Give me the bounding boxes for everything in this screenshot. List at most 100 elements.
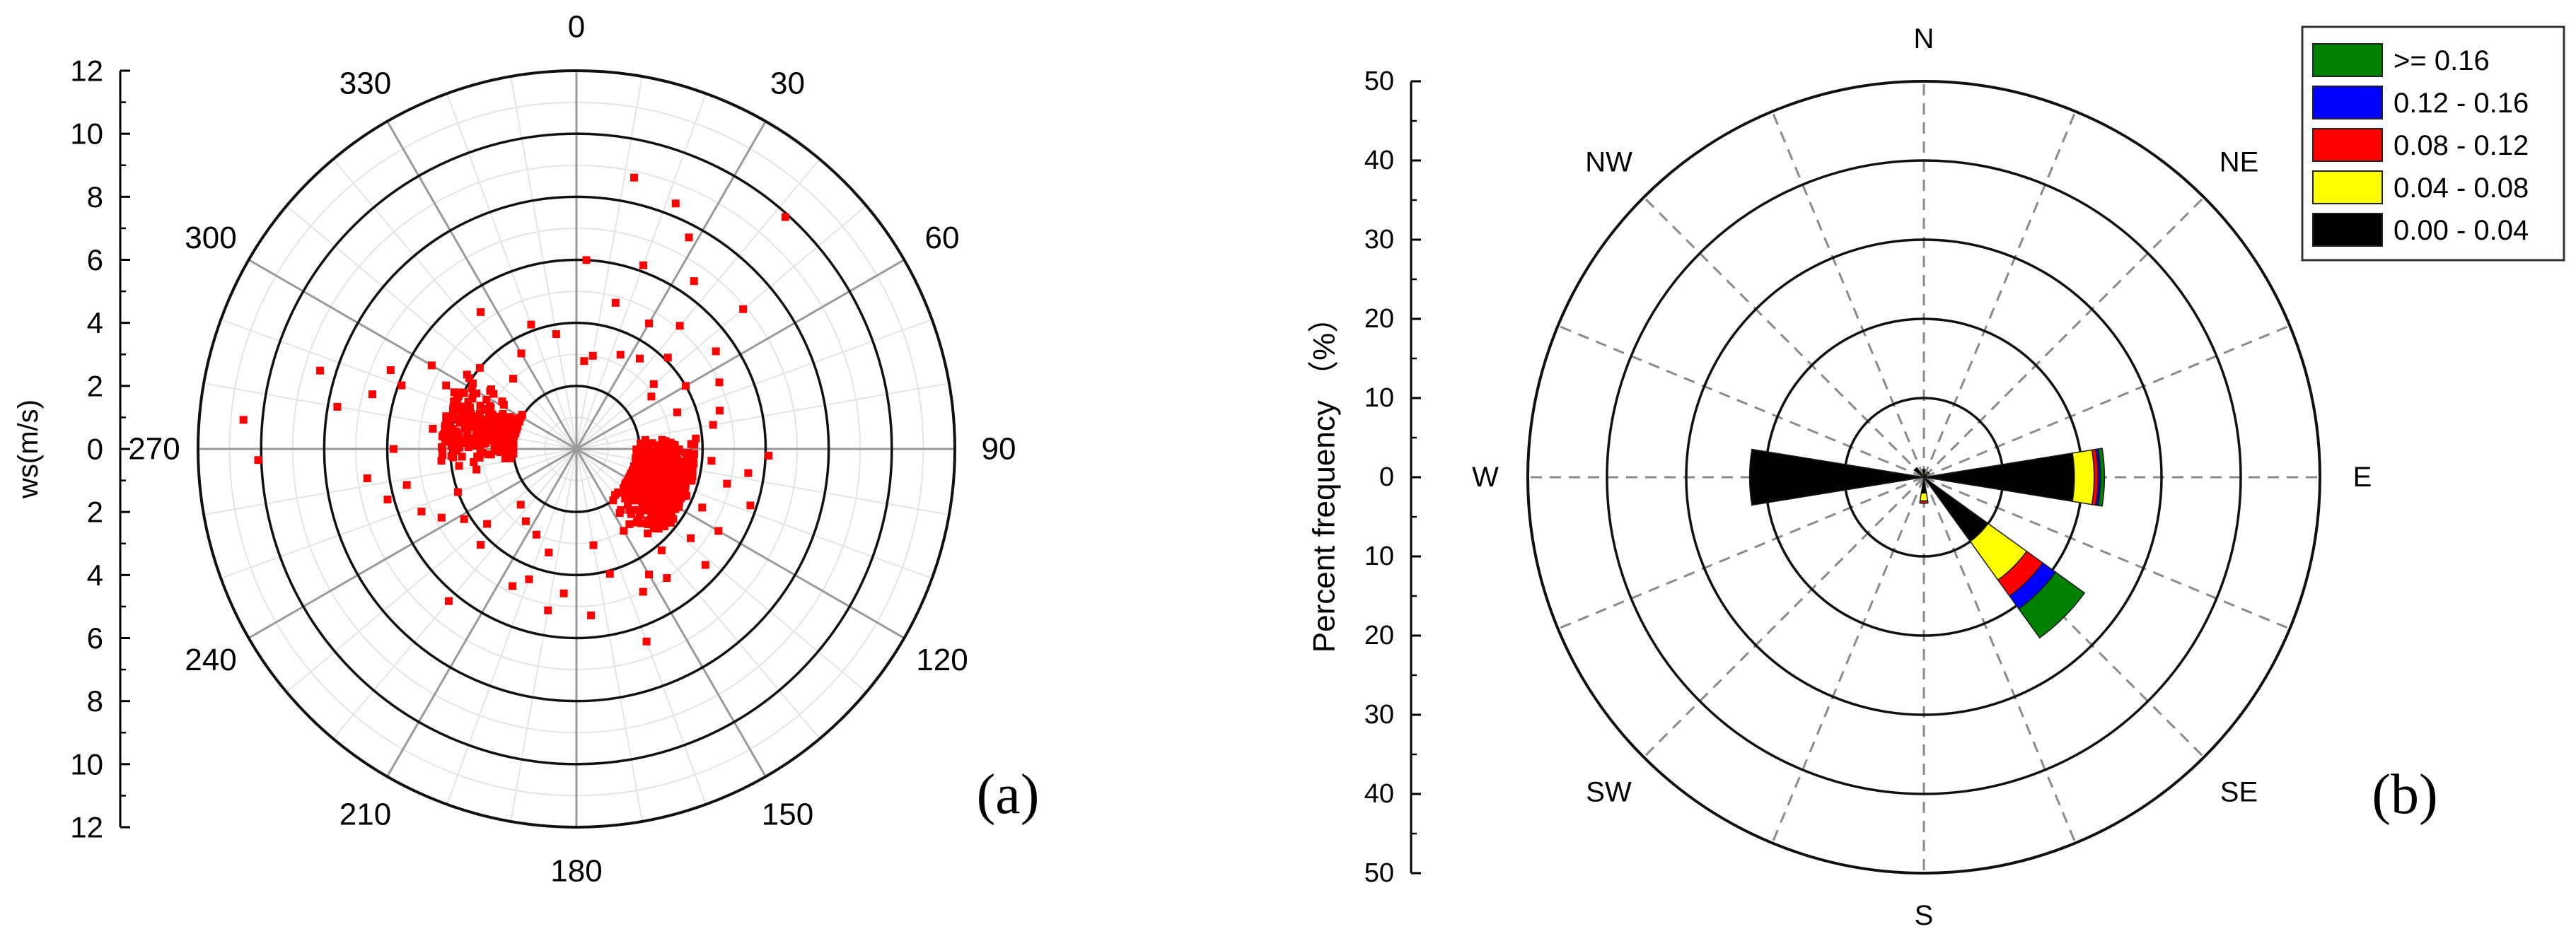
scatter-point	[648, 474, 656, 483]
percent-tick-label: 30	[1364, 225, 1394, 255]
legend-label: >= 0.16	[2394, 45, 2490, 76]
scatter-point	[649, 380, 658, 388]
percent-tick-label: 20	[1364, 621, 1394, 650]
scatter-point	[501, 454, 509, 462]
scatter-point	[471, 434, 480, 443]
rose-wedge-segment	[2018, 571, 2086, 639]
scatter-point	[527, 320, 535, 329]
radial-tick-label: 2	[87, 369, 103, 402]
scatter-point	[450, 397, 458, 406]
legend-swatch	[2312, 86, 2383, 119]
radial-tick-label: 6	[87, 243, 103, 276]
scatter-point	[678, 471, 687, 479]
scatter-point	[629, 496, 637, 505]
scatter-point	[506, 413, 515, 421]
scatter-point	[473, 452, 482, 461]
rose-ring	[1685, 238, 2163, 716]
scatter-point	[765, 451, 773, 460]
scatter-point	[714, 527, 723, 535]
scatter-point	[463, 429, 472, 438]
scatter-point	[639, 588, 647, 596]
scatter-point	[482, 427, 490, 436]
scatter-point	[637, 465, 645, 474]
scatter-point	[655, 477, 663, 486]
radial-tick-label: 0	[87, 433, 103, 466]
scatter-point	[723, 479, 731, 488]
scatter-point	[525, 575, 533, 583]
scatter-point	[672, 496, 680, 504]
scatter-point	[611, 298, 620, 307]
scatter-point	[661, 437, 670, 445]
scatter-point	[472, 412, 481, 421]
scatter-point	[641, 436, 649, 444]
scatter-point	[505, 454, 514, 462]
angle-tick-label: 180	[550, 854, 602, 889]
scatter-point	[605, 570, 614, 578]
scatter-point	[623, 495, 632, 503]
scatter-point	[521, 517, 530, 525]
scatter-point	[386, 366, 395, 375]
scatter-point	[447, 452, 456, 460]
scatter-point	[487, 450, 495, 459]
scatter-point	[442, 381, 451, 390]
scatter-point	[450, 388, 458, 397]
scatter-point	[639, 487, 648, 496]
scatter-point	[633, 506, 642, 514]
dashed-spoke	[1922, 196, 2205, 479]
scatter-point	[624, 501, 632, 509]
radial-tick-label: 12	[70, 811, 103, 844]
scatter-point	[460, 420, 469, 428]
panel-b-wind-rose: N NE E SE S SW W NW 0 10 10 20 20 30 30 40 40 50 50 Percent…	[1307, 23, 2565, 929]
scatter-point	[509, 375, 518, 383]
major-ring	[260, 132, 893, 766]
rose-wedge-segment	[1922, 469, 1926, 478]
scatter-point	[492, 445, 500, 453]
legend-swatch	[2312, 213, 2383, 247]
rose-wedge-segment	[1923, 477, 1989, 542]
scatter-point	[663, 508, 671, 517]
scatter-point	[654, 469, 662, 477]
scatter-point	[648, 512, 656, 520]
scatter-point	[464, 397, 472, 406]
scatter-point	[641, 446, 649, 455]
scatter-point	[438, 443, 446, 451]
scatter-point	[449, 445, 458, 454]
scatter-point	[659, 464, 668, 472]
dashed-spoke	[1922, 477, 2077, 843]
scatter-point	[658, 484, 666, 492]
rose-wedge-segment	[1913, 467, 1925, 478]
scatter-point	[663, 354, 672, 362]
scatter-point	[502, 445, 511, 453]
scatter-point	[469, 390, 477, 398]
scatter-point	[625, 520, 634, 528]
scatter-point	[647, 447, 656, 455]
scatter-point	[532, 530, 540, 539]
scatter-point	[398, 381, 406, 390]
scatter-point	[644, 530, 652, 538]
scatter-point	[363, 474, 371, 483]
scatter-point	[497, 448, 506, 456]
scatter-point	[690, 277, 698, 286]
dashed-spoke	[1923, 325, 2290, 479]
scatter-point	[254, 456, 262, 464]
scatter-point	[516, 501, 525, 509]
scatter-point	[510, 431, 518, 440]
scatter-point	[636, 510, 644, 519]
rose-wedges	[1748, 448, 2106, 639]
scatter-point	[649, 524, 658, 532]
scatter-point	[442, 412, 451, 421]
scatter-point	[712, 347, 720, 356]
scatter-point	[632, 448, 641, 457]
scatter-point	[665, 448, 673, 456]
scatter-point	[333, 402, 342, 411]
scatter-point	[656, 458, 664, 467]
rose-wedge-segment	[2097, 448, 2106, 507]
angle-tick-label: 30	[770, 66, 805, 100]
legend-swatch	[2312, 128, 2383, 162]
scatter-point	[654, 506, 662, 514]
angle-tick-label: 90	[982, 432, 1016, 467]
scatter-point	[497, 424, 506, 433]
scatter-point	[632, 478, 640, 486]
scatter-point	[648, 439, 656, 448]
